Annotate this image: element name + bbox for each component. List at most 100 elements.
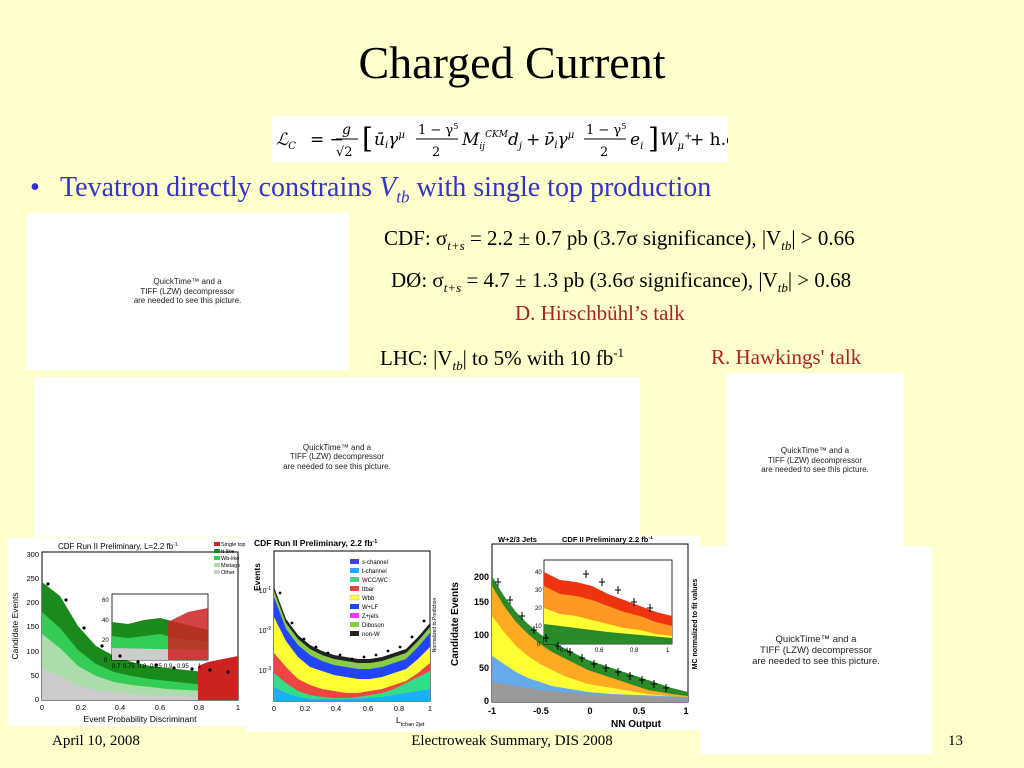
svg-text:Single top: Single top: [221, 542, 245, 548]
svg-text:0: 0: [40, 703, 44, 712]
d0-prefix: DØ: σ: [391, 268, 444, 292]
svg-text:50: 50: [31, 671, 39, 680]
svg-text:0.5: 0.5: [633, 706, 646, 716]
cdf-value: = 2.2 ± 0.7 pb (3.7σ significance), |V: [464, 226, 782, 250]
inset-xtick: 0.9: [164, 664, 173, 670]
svg-text:[: [: [362, 122, 373, 155]
svg-text:+ h.c.: + h.c.: [690, 130, 728, 150]
svg-text:150: 150: [26, 622, 39, 631]
svg-text:0: 0: [537, 642, 541, 648]
data-points: [495, 570, 669, 692]
svg-text:200: 200: [474, 572, 489, 582]
footer-date: April 10, 2008: [52, 733, 140, 749]
svg-text:1 − γ5: 1 − γ5: [586, 122, 626, 138]
svg-text:MijCKM: MijCKM: [461, 130, 509, 152]
svg-text:300: 300: [26, 550, 39, 559]
inset-xtick: 1: [198, 664, 202, 670]
lhc-prefix: LHC: |V: [380, 346, 453, 370]
svg-text:Wbb: Wbb: [362, 596, 375, 602]
side-label: MC normalized to fit values: [692, 579, 699, 670]
svg-text:2: 2: [600, 145, 608, 160]
lhc-tail: | to 5% with 10 fb: [462, 346, 614, 370]
svg-text:0: 0: [35, 695, 39, 704]
plot-title-left: W+2/3 Jets: [498, 536, 537, 544]
svg-text:0.8: 0.8: [194, 703, 204, 712]
svg-text:20: 20: [535, 606, 542, 612]
svg-text:1 − γ5: 1 − γ5: [418, 122, 458, 138]
svg-text:Z+jets: Z+jets: [362, 614, 379, 620]
plot-tchan-likelihood: s-channel t-channel WCC/WC ttbar Wbb W+L…: [246, 533, 440, 732]
svg-text:0.6: 0.6: [363, 704, 373, 713]
svg-text:-1: -1: [488, 706, 496, 716]
svg-text:0.4: 0.4: [115, 703, 125, 712]
svg-text:ν̄iγμ: ν̄iγμ: [544, 130, 574, 151]
quicktime-placeholder-2: QuickTime™ and a TIFF (LZW) decompressor a…: [34, 377, 640, 537]
slide-number: 13: [948, 733, 963, 749]
svg-text:100: 100: [26, 647, 39, 656]
svg-text:1: 1: [428, 704, 432, 713]
d0-tail: | > 0.68: [787, 268, 852, 292]
inset-xtick: 0.8: [138, 664, 147, 670]
x-axis-label: Event Probability Discriminant: [84, 714, 198, 724]
svg-text:= −: = −: [310, 130, 344, 150]
lhc-talk-reference: R. Hawkings' talk: [711, 345, 862, 369]
y-axis-label: Events: [252, 563, 262, 591]
plot-title: CDF Run II Preliminary, 2.2 fb-1: [254, 538, 377, 548]
inset-ytick: 0: [104, 658, 108, 664]
svg-text:0.6: 0.6: [155, 703, 165, 712]
inset-xtick: 0.75: [123, 664, 135, 670]
svg-text:dj: dj: [508, 130, 522, 152]
svg-text:0.2: 0.2: [76, 703, 86, 712]
inset-ytick: 40: [102, 618, 109, 624]
cdf-result: CDF: σt+s = 2.2 ± 0.7 pb (3.7σ significa…: [384, 226, 855, 254]
svg-text:2: 2: [432, 145, 440, 160]
data-points: [46, 582, 230, 674]
slide-title: Charged Current: [358, 37, 666, 88]
svg-text:40: 40: [535, 570, 542, 576]
d0-sub: t+s: [443, 280, 462, 296]
plot-event-probability: 0 20 40 60 0.7 0.75 0.8 0.85 0.9 0.95 1 …: [8, 538, 246, 726]
side-label: Normalized to Prediction: [432, 598, 438, 653]
lagrangian-lhs: ℒC: [276, 130, 296, 152]
svg-text:10-1: 10-1: [259, 586, 271, 595]
quicktime-placeholder-3: QuickTime™ and a TIFF (LZW) decompressor a…: [726, 373, 904, 548]
svg-text:10-3: 10-3: [259, 666, 271, 675]
svg-text:Wμ+: Wμ+: [660, 130, 692, 152]
svg-text:+: +: [526, 130, 540, 150]
svg-text:tt-like: tt-like: [221, 549, 234, 555]
svg-text:0: 0: [587, 706, 592, 716]
svg-text:W+LF: W+LF: [362, 605, 379, 611]
y-axis-label: Candidate Events: [10, 592, 20, 659]
svg-text:1: 1: [683, 706, 688, 716]
bullet-suffix: with single top production: [409, 172, 712, 203]
inset-xtick: 0.7: [112, 664, 121, 670]
lhc-vsub: tb: [452, 358, 463, 374]
cdf-vsub: tb: [781, 238, 792, 254]
cdf-tail: | > 0.66: [791, 226, 855, 250]
svg-text:150: 150: [474, 597, 489, 607]
d0-result: DØ: σt+s = 4.7 ± 1.3 pb (3.6σ significan…: [391, 268, 851, 296]
svg-text:1: 1: [666, 648, 670, 654]
lagrangian-equation: ℒC = − g √2 [ ūiγμ 1 − γ5 2 MijCKM dj + …: [272, 116, 741, 162]
svg-text:WCC/WC: WCC/WC: [362, 578, 389, 584]
svg-text:10-2: 10-2: [259, 626, 271, 635]
plot-title: CDF Run II Preliminary, L=2.2 fb-1: [58, 542, 178, 551]
svg-text:ttbar: ttbar: [362, 587, 374, 593]
cdf-sub: t+s: [447, 238, 465, 254]
lhc-result: LHC: |Vtb| to 5% with 10 fb-1: [380, 345, 624, 374]
svg-text:ūiγμ: ūiγμ: [374, 130, 405, 151]
svg-text:0.6: 0.6: [595, 648, 604, 654]
svg-text:0.4: 0.4: [331, 704, 341, 713]
svg-text:-0.5: -0.5: [533, 706, 549, 716]
y-axis-label: Candidate Events: [450, 582, 461, 666]
bullet-prefix: Tevatron directly constrains: [60, 172, 380, 203]
d0-value: = 4.7 ± 1.3 pb (3.6σ significance), |V: [461, 268, 778, 292]
svg-text:t-channel: t-channel: [362, 569, 387, 575]
svg-text:200: 200: [26, 598, 39, 607]
quicktime-placeholder-1: QuickTime™ and a TIFF (LZW) decompressor a…: [26, 213, 349, 370]
svg-text:0.8: 0.8: [394, 704, 404, 713]
svg-text:0: 0: [484, 696, 489, 706]
svg-text:Wb-like: Wb-like: [221, 556, 239, 562]
svg-text:]: ]: [648, 122, 659, 155]
svg-text:1: 1: [236, 703, 240, 712]
